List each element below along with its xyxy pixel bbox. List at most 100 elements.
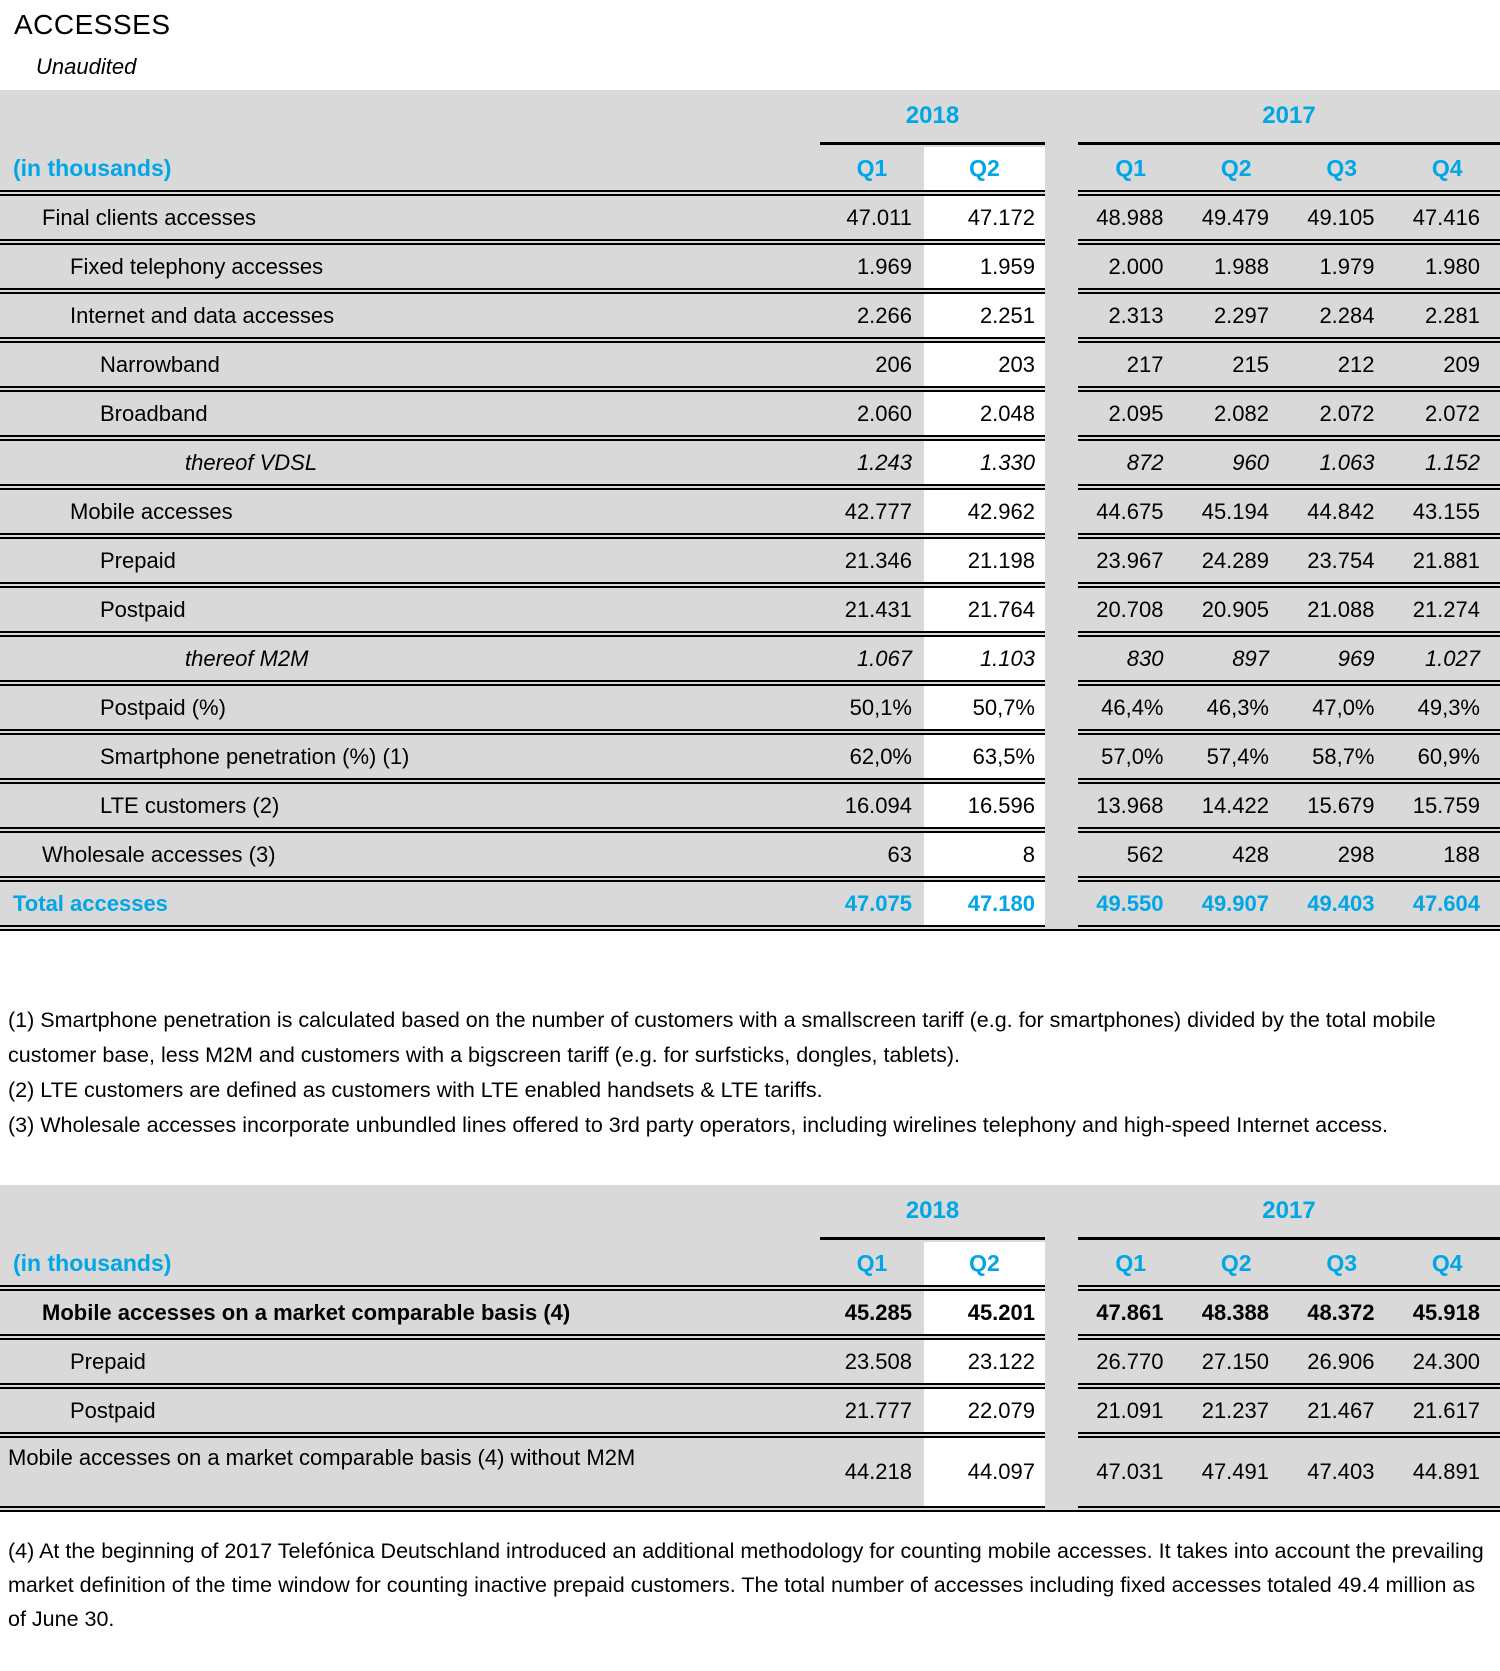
value-2017-q2: 2.297 (1184, 294, 1290, 337)
value-2017-q2: 1.988 (1184, 245, 1290, 288)
value-2017-q4: 44.891 (1395, 1438, 1500, 1506)
row-label: Mobile accesses (0, 490, 820, 533)
block-gap (1045, 194, 1078, 241)
year-group-2017: 2017 (1078, 1185, 1500, 1240)
block-gap (1045, 1338, 1078, 1385)
value-2018-q1: 2.060 (820, 392, 924, 435)
block-gap (1045, 1242, 1078, 1287)
block-gap (1045, 1436, 1078, 1508)
block-gap (1045, 586, 1078, 633)
value-2017-q4: 47.416 (1395, 196, 1500, 239)
value-2017-q1: 47.031 (1078, 1438, 1184, 1506)
value-2017-q2: 49.907 (1184, 882, 1290, 925)
block-gap (1045, 390, 1078, 437)
row-label: Mobile accesses on a market comparable b… (0, 1438, 820, 1506)
row-label: thereof VDSL (0, 441, 820, 484)
value-2017-q2: 428 (1184, 833, 1290, 876)
row-label: Postpaid (0, 588, 820, 631)
value-2018-q2: 16.596 (924, 784, 1045, 827)
value-2017-q2: 48.388 (1184, 1291, 1290, 1334)
value-2017-q3: 48.372 (1289, 1291, 1395, 1334)
block-gap (1045, 243, 1078, 290)
quarter-label-2018-q2: Q2 (924, 1242, 1045, 1285)
value-2018-q2: 42.962 (924, 490, 1045, 533)
row-label: Prepaid (0, 539, 820, 582)
value-2018-q2: 1.103 (924, 637, 1045, 680)
value-2017-q4: 15.759 (1395, 784, 1500, 827)
year-header-spacer (0, 1185, 820, 1240)
value-2017-q1: 48.988 (1078, 196, 1184, 239)
table-row: Postpaid (%)50,1%50,7%46,4%46,3%47,0%49,… (0, 684, 1500, 731)
value-2018-q1: 1.243 (820, 441, 924, 484)
quarter-label-2018-q2: Q2 (924, 147, 1045, 190)
value-2018-q2: 1.959 (924, 245, 1045, 288)
value-2017-q3: 44.842 (1289, 490, 1395, 533)
value-2017-q4: 1.027 (1395, 637, 1500, 680)
row-label: Broadband (0, 392, 820, 435)
value-2018-q1: 44.218 (820, 1438, 924, 1506)
value-2017-q3: 2.284 (1289, 294, 1395, 337)
value-2017-q1: 2.313 (1078, 294, 1184, 337)
value-2017-q1: 872 (1078, 441, 1184, 484)
row-label: Internet and data accesses (0, 294, 820, 337)
block-gap (1045, 439, 1078, 486)
block-gap (1045, 341, 1078, 388)
value-2017-q3: 969 (1289, 637, 1395, 680)
value-2018-q2: 45.201 (924, 1291, 1045, 1334)
value-2017-q3: 1.979 (1289, 245, 1395, 288)
value-2018-q1: 42.777 (820, 490, 924, 533)
value-2017-q4: 60,9% (1395, 735, 1500, 778)
footnote-1: (1) Smartphone penetration is calculated… (8, 1003, 1492, 1073)
value-2017-q2: 27.150 (1184, 1340, 1290, 1383)
footnote-4-block: (4) At the beginning of 2017 Telefónica … (0, 1534, 1492, 1636)
value-2017-q1: 57,0% (1078, 735, 1184, 778)
year-group-2018: 2018 (820, 90, 1045, 145)
value-2018-q2: 21.764 (924, 588, 1045, 631)
row-label: Total accesses (0, 882, 820, 925)
footnotes-1-3: (1) Smartphone penetration is calculated… (0, 1003, 1492, 1143)
value-2017-q1: 2.000 (1078, 245, 1184, 288)
value-2017-q4: 209 (1395, 343, 1500, 386)
value-2017-q4: 45.918 (1395, 1291, 1500, 1334)
value-2018-q1: 21.777 (820, 1389, 924, 1432)
block-gap (1045, 1289, 1078, 1336)
value-2017-q3: 58,7% (1289, 735, 1395, 778)
value-2017-q3: 21.088 (1289, 588, 1395, 631)
value-2018-q2: 8 (924, 833, 1045, 876)
value-2018-q2: 50,7% (924, 686, 1045, 729)
row-left-block: Mobile accesses on a market comparable b… (0, 1436, 1045, 1508)
value-2017-q4: 21.617 (1395, 1389, 1500, 1432)
block-gap (1045, 1387, 1078, 1434)
value-2017-q2: 45.194 (1184, 490, 1290, 533)
value-2017-q2: 47.491 (1184, 1438, 1290, 1506)
quarter-label-2017-q2: Q2 (1184, 147, 1290, 190)
value-2018-q2: 203 (924, 343, 1045, 386)
value-2017-q2: 960 (1184, 441, 1290, 484)
value-2017-q4: 2.072 (1395, 392, 1500, 435)
value-2018-q1: 62,0% (820, 735, 924, 778)
